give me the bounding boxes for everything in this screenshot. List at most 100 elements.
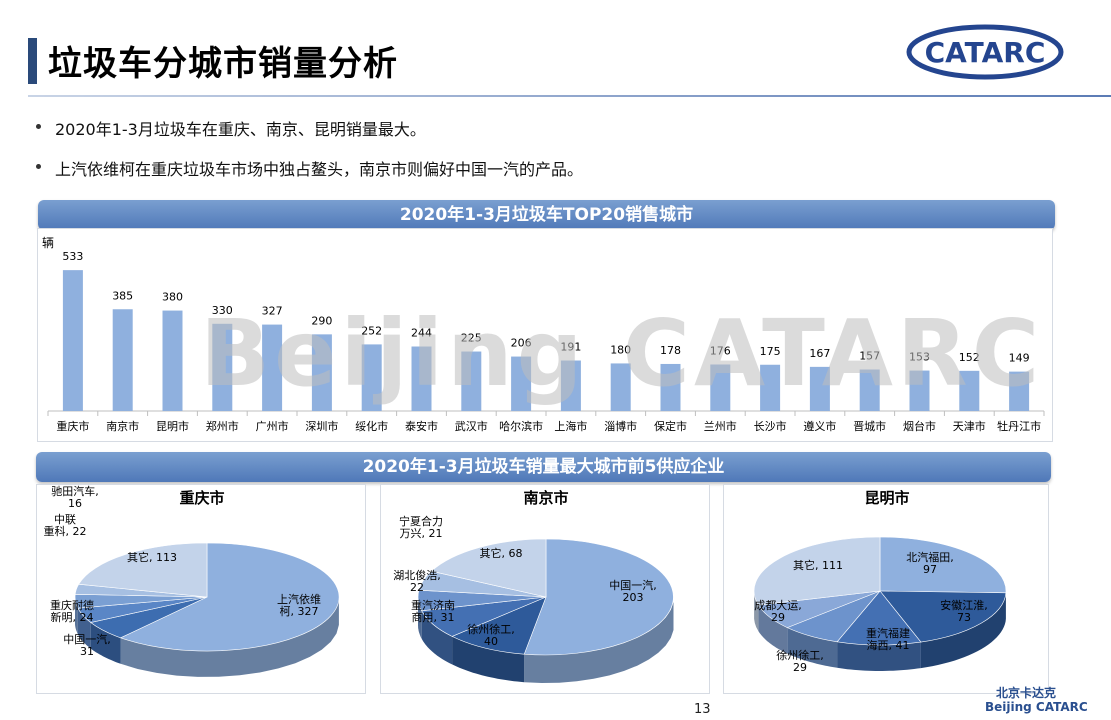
pie-title: 南京市 [523, 489, 568, 507]
catarc-logo: CATARC [906, 24, 1064, 80]
x-tick-label: 哈尔滨市 [499, 419, 543, 433]
bar [411, 346, 432, 411]
top20-banner: 2020年1-3月垃圾车TOP20销售城市 [38, 200, 1055, 230]
pie-slice-label: 中国一汽, 31 [63, 632, 111, 658]
page-number: 13 [694, 702, 711, 717]
pie-slice-side [452, 636, 525, 683]
pie-slice-label: 其它, 68 [480, 546, 523, 560]
x-tick-label: 天津市 [953, 419, 986, 433]
title-divider [28, 95, 1111, 97]
bar [511, 356, 532, 411]
x-tick-label: 牡丹江市 [997, 419, 1041, 433]
bar-value-label: 290 [311, 314, 332, 327]
x-tick-label: 重庆市 [56, 419, 89, 433]
pie-slice-label: 其它, 111 [793, 558, 843, 572]
bullet-list: 2020年1-3月垃圾车在重庆、南京、昆明销量最大。 上汽依维柯在重庆垃圾车市场… [36, 116, 583, 196]
title-accent-bar [28, 38, 37, 84]
bar-value-label: 180 [610, 343, 631, 356]
x-tick-label: 兰州市 [704, 419, 737, 433]
bar [162, 310, 183, 411]
bar-value-label: 244 [411, 327, 432, 340]
bar [560, 360, 581, 411]
x-tick-label: 晋城市 [853, 419, 886, 433]
pie-slice [78, 542, 208, 598]
pie-slice [451, 596, 547, 655]
bar [311, 334, 332, 411]
pie-slice-side [524, 602, 674, 683]
pie-slice [836, 590, 922, 646]
pie-slice-label: 其它, 113 [127, 550, 177, 564]
footer-brand-en: Beijing CATARC [985, 700, 1088, 714]
pie-slice-label: 徐州徐工, 29 [776, 648, 824, 674]
pie-slice-side [77, 608, 91, 649]
top20-bar-chart-panel: 辆 533 重庆市 385 南京市 380 昆明市 330 郑州市 327 广州市 290 深圳市 252… [37, 228, 1053, 442]
watermark: Beijing CATARC [200, 300, 1044, 407]
pie-slice [119, 542, 340, 652]
footer-brand-cn: 北京卡达克 [996, 686, 1057, 700]
pie-slice [879, 590, 1007, 643]
bar-value-label: 385 [112, 289, 133, 302]
pie-slice-label: 重庆耐德新明, 24 [50, 598, 94, 624]
bar-value-label: 533 [62, 250, 83, 263]
x-tick-label: 遵义市 [803, 419, 836, 433]
x-tick-label: 南京市 [106, 419, 139, 433]
pie-slice-label: 上汽依维柯, 327 [277, 592, 321, 618]
bar-value-label: 175 [760, 345, 781, 358]
bar-value-label: 157 [859, 350, 880, 363]
bar [262, 324, 283, 411]
pie-panel-chongqing: 重庆市 上汽依维柯, 327 中国一汽, 31 重庆耐德新明, 24 中联重科, 22 驰田… [36, 484, 366, 694]
pie-slice-side [120, 598, 339, 677]
bar [959, 370, 980, 411]
pie-slice-label: 徐州徐工, 40 [467, 622, 515, 648]
bar-value-label: 178 [660, 344, 681, 357]
bar-value-label: 191 [560, 341, 581, 354]
x-tick-label: 长沙市 [754, 419, 787, 433]
x-tick-label: 昆明市 [156, 419, 189, 433]
x-tick-label: 武汉市 [455, 419, 488, 433]
pie-slice-side [837, 641, 921, 671]
bar-value-label: 330 [212, 304, 233, 317]
pie-slice-side [758, 605, 788, 654]
pie-slice-side [75, 596, 78, 635]
pie-slice [753, 536, 881, 606]
bar-value-label: 167 [809, 347, 830, 360]
pie-panel-nanjing: 南京市 中国一汽, 203 徐州徐工, 40 重汽济南商用, 31 湖北俊浩, 22 宁夏合力万… [380, 484, 710, 694]
bar [212, 323, 233, 411]
x-tick-label: 保定市 [654, 419, 687, 433]
top5-banner: 2020年1-3月垃圾车销量最大城市前5供应企业 [36, 452, 1051, 482]
bar [760, 364, 781, 411]
pie-slice-side [920, 592, 1006, 669]
bar [710, 364, 731, 411]
pie-slice-label: 北汽福田, 97 [906, 550, 954, 576]
bar-value-label: 380 [162, 291, 183, 304]
pie-slice-side [418, 596, 422, 639]
pie-title: 重庆市 [179, 489, 224, 507]
top20-bar-chart: 辆 533 重庆市 385 南京市 380 昆明市 330 郑州市 327 广州市 290 深圳市 252… [42, 236, 1045, 433]
bar-value-label: 152 [959, 351, 980, 364]
bar [660, 363, 681, 411]
bar [909, 370, 930, 411]
bar [809, 366, 830, 411]
pie-slice-label: 安徽江淮, 73 [940, 598, 988, 624]
pie-slice-side [787, 627, 838, 668]
x-tick-label: 淄博市 [604, 419, 637, 433]
pie-panel-kunming: 昆明市 北汽福田, 97 安徽江淮, 73 重汽福建海西, 41 徐州徐工, 29 成都大运, 2… [723, 484, 1049, 694]
bullet-item: 上汽依维柯在重庆垃圾车市场中独占鳌头，南京市则偏好中国一汽的产品。 [36, 156, 583, 196]
bar [361, 344, 382, 411]
y-axis-unit-label: 辆 [42, 236, 54, 250]
x-tick-label: 郑州市 [206, 419, 239, 433]
page-title: 垃圾车分城市销量分析 [48, 44, 398, 84]
bar-value-label: 252 [361, 324, 382, 337]
bar [112, 309, 133, 411]
pie-slice-label: 中联重科, 22 [44, 513, 87, 538]
pie-slice-label: 成都大运, 29 [754, 598, 802, 624]
bar-value-label: 149 [1009, 352, 1030, 365]
bar-value-label: 176 [710, 344, 731, 357]
bar-value-label: 153 [909, 351, 930, 364]
bar [1009, 371, 1030, 411]
pie-slice-label: 湖北俊浩, 22 [393, 568, 441, 594]
bar [859, 369, 880, 411]
bar [461, 351, 482, 411]
